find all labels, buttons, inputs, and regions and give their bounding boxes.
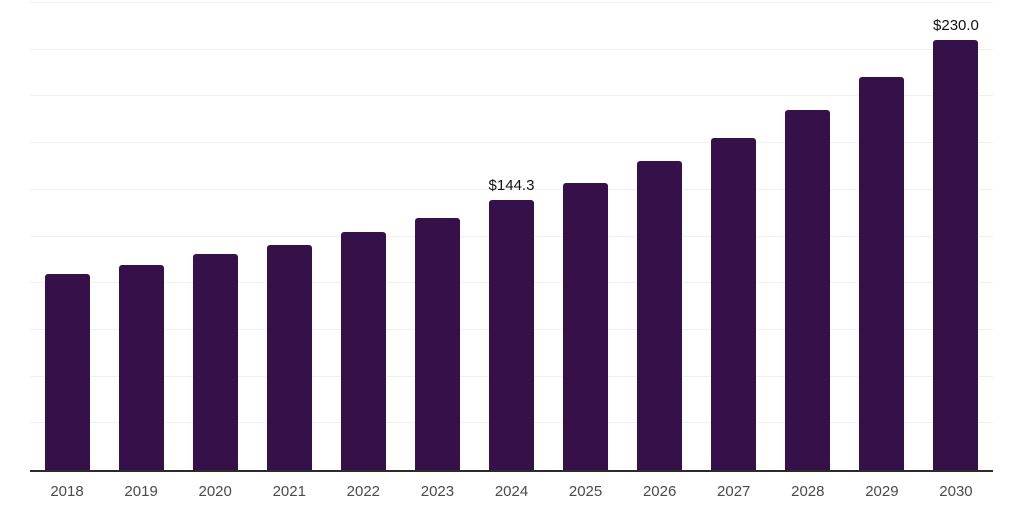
x-tick-2025: 2025 [568,483,603,500]
bar-2023 [414,218,460,470]
x-tick-2026: 2026 [642,483,677,500]
data-label-2024: $144.3 [488,177,535,195]
x-tick-2020: 2020 [198,483,232,500]
gridline [30,95,993,97]
x-tick-2022: 2022 [346,483,381,500]
bar-2025 [563,182,609,470]
bar-2029 [859,77,905,470]
bar-2028 [785,110,831,470]
bar-2024 [489,200,534,470]
bar-2027 [711,137,757,470]
bar-2022 [340,232,386,470]
bar-2018 [44,274,90,470]
plot-area: $144.3 $230.0 [30,2,993,472]
data-label-2030: $230.0 [933,17,979,35]
bar-2030 [933,40,979,470]
bar-2021 [266,244,312,470]
x-tick-2027: 2027 [717,483,751,500]
bar-2026 [637,160,683,470]
gridline [30,2,993,3]
x-tick-2023: 2023 [420,483,455,500]
x-tick-2024: 2024 [494,483,529,500]
gridline [30,188,993,190]
x-tick-2018: 2018 [50,483,84,500]
x-tick-2021: 2021 [272,483,306,500]
bar-2019 [118,264,164,470]
gridline [30,142,993,144]
x-tick-2030: 2030 [939,483,973,500]
x-tick-2029: 2029 [865,483,899,500]
x-tick-2028: 2028 [791,483,825,500]
gridline [30,48,993,50]
x-tick-2019: 2019 [124,483,158,500]
bar-2020 [192,253,238,470]
